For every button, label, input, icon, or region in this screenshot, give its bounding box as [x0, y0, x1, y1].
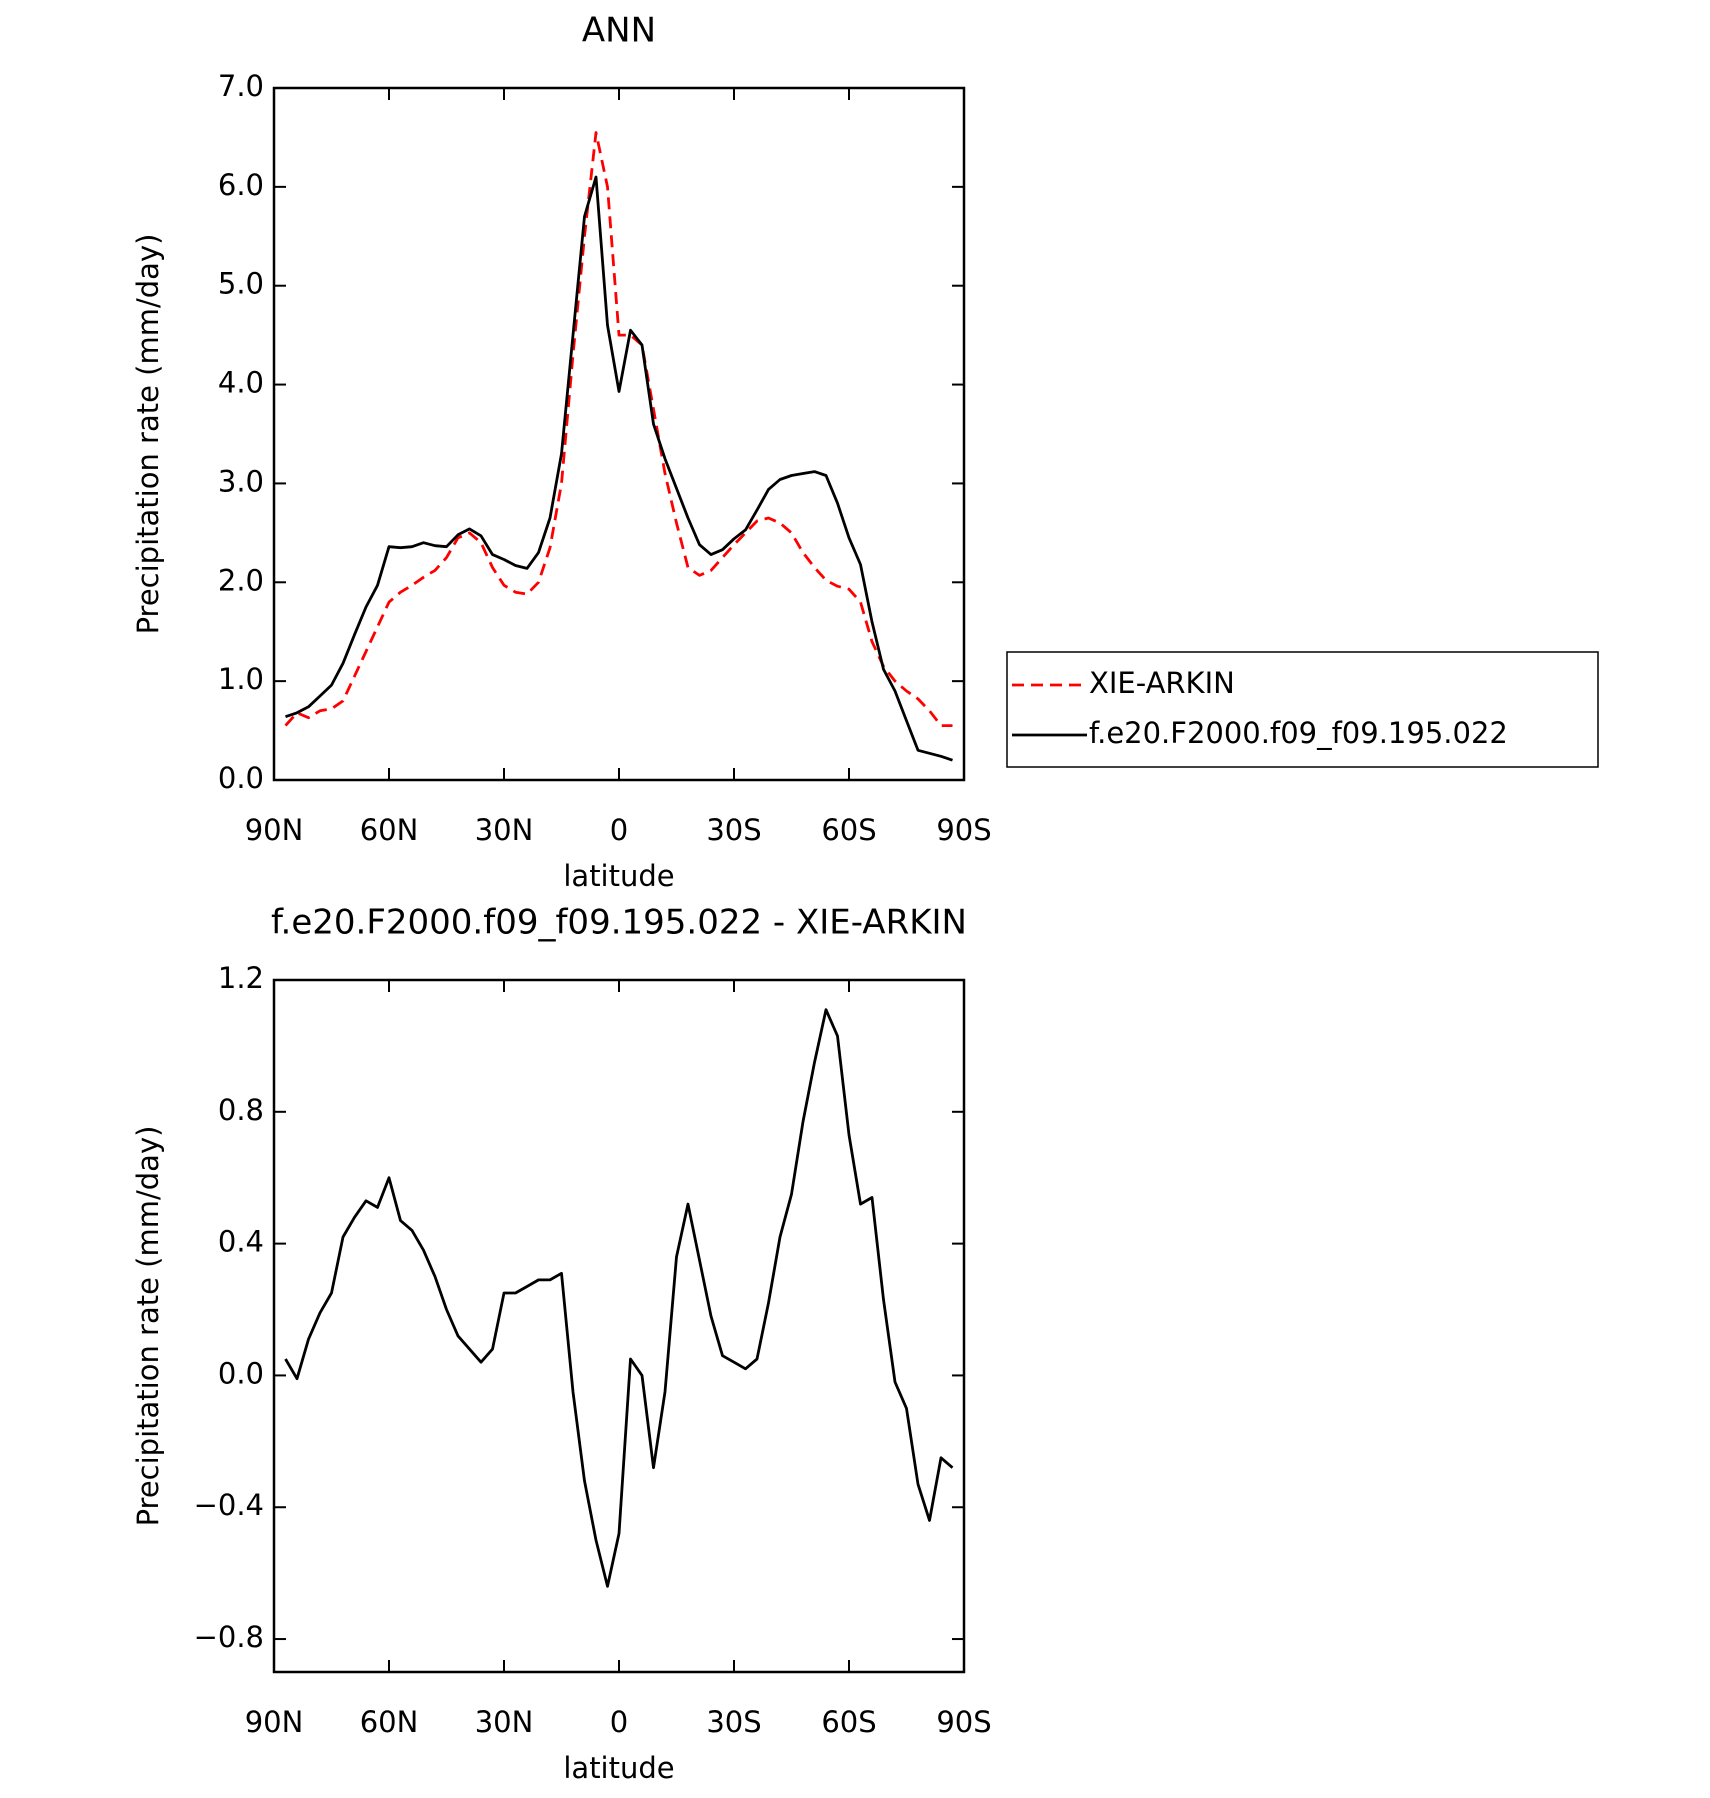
- x-tick-label: 60S: [821, 1705, 876, 1739]
- y-tick-label: 7.0: [218, 69, 264, 103]
- y-tick-label: 0.8: [218, 1093, 264, 1127]
- y-axis-label: Precipitation rate (mm/day): [131, 1126, 165, 1527]
- data-line: [284, 1008, 954, 1588]
- x-tick-label: 30N: [475, 813, 534, 847]
- x-tick-label: 90N: [245, 1705, 304, 1739]
- x-axis-label: latitude: [563, 1751, 674, 1785]
- y-tick-label: 2.0: [218, 563, 264, 597]
- x-tick-label: 0: [610, 1705, 628, 1739]
- y-tick-label: 1.2: [218, 961, 264, 995]
- x-tick-label: 0: [610, 813, 628, 847]
- x-tick-label: 60N: [360, 813, 419, 847]
- chart-title: f.e20.F2000.f09_f09.195.022 - XIE-ARKIN: [271, 903, 967, 943]
- y-tick-label: 5.0: [218, 267, 264, 301]
- x-tick-label: 30N: [475, 1705, 534, 1739]
- plot-frame: [272, 86, 966, 782]
- y-tick-label: 0.0: [218, 761, 264, 795]
- x-tick-label: 30S: [706, 813, 761, 847]
- y-tick-label: 4.0: [218, 366, 264, 400]
- plot-frame: [272, 978, 966, 1674]
- legend-label: XIE-ARKIN: [1089, 666, 1235, 700]
- x-tick-label: 60N: [360, 1705, 419, 1739]
- legend-box: [1006, 651, 1599, 768]
- x-tick-label: 60S: [821, 813, 876, 847]
- x-tick-label: 30S: [706, 1705, 761, 1739]
- x-tick-label: 90S: [936, 813, 991, 847]
- legend-label: f.e20.F2000.f09_f09.195.022: [1089, 716, 1508, 750]
- data-line: [284, 131, 953, 727]
- y-tick-label: 0.0: [218, 1356, 264, 1390]
- x-tick-label: 90N: [245, 813, 304, 847]
- y-tick-label: 6.0: [218, 168, 264, 202]
- x-axis-label: latitude: [563, 859, 674, 893]
- x-tick-label: 90S: [936, 1705, 991, 1739]
- y-axis-label: Precipitation rate (mm/day): [131, 234, 165, 635]
- y-tick-label: −0.8: [194, 1620, 264, 1654]
- y-tick-label: 3.0: [218, 464, 264, 498]
- data-line: [285, 175, 953, 762]
- y-tick-label: 0.4: [218, 1225, 264, 1259]
- chart-title: ANN: [582, 11, 656, 51]
- y-tick-label: 1.0: [218, 662, 264, 696]
- y-tick-label: −0.4: [194, 1488, 264, 1522]
